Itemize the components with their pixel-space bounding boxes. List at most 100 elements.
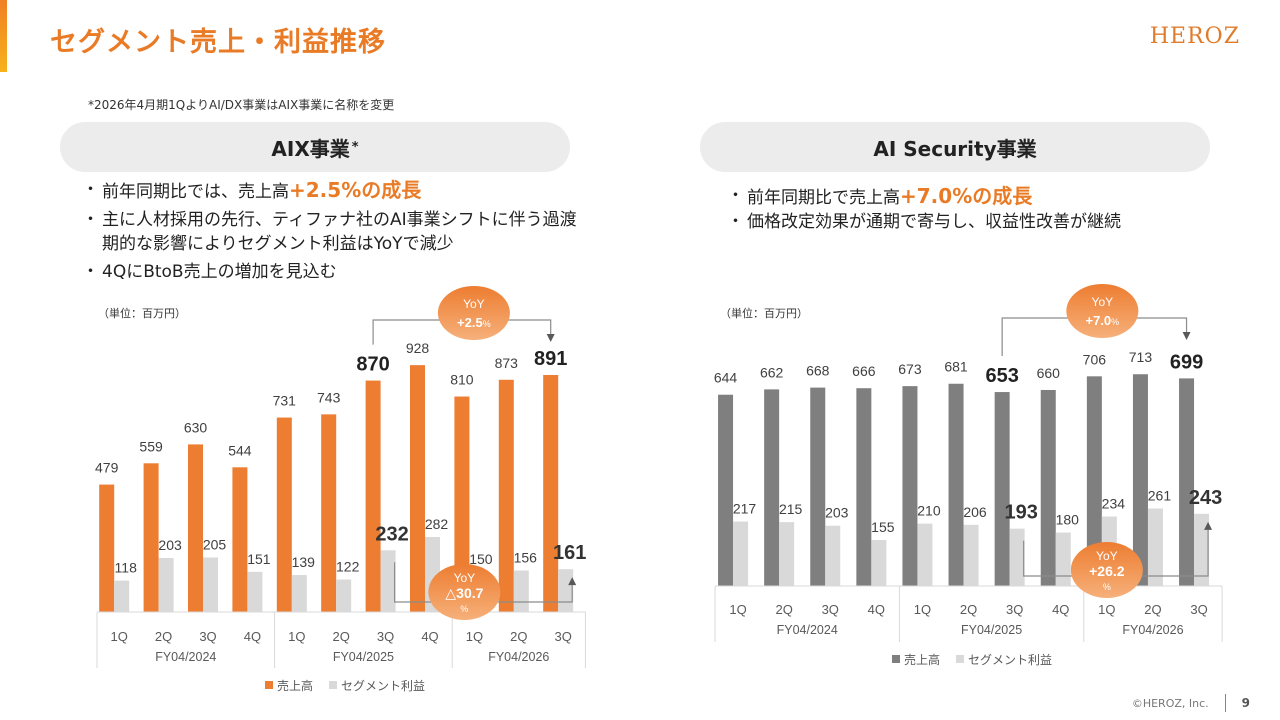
profit-value-label: 261	[1148, 487, 1172, 503]
arrow-head-icon	[1204, 521, 1213, 530]
sales-bar	[718, 394, 734, 586]
yoy-badge-label: YoY	[454, 571, 476, 585]
category-tick-label: 3Q	[555, 629, 572, 644]
category-tick-label: 4Q	[244, 629, 261, 644]
category-tick-label: 3Q	[1190, 602, 1207, 617]
sales-bar	[99, 484, 115, 612]
aix-bullet: 前年同期比では、売上高+2.5%の成長	[82, 178, 582, 204]
profit-value-label: 180	[1056, 512, 1080, 528]
security-bullet: 前年同期比で売上高+7.0%の成長	[727, 184, 1227, 210]
category-tick-label: 4Q	[1052, 602, 1069, 617]
yoy-badge-profit	[1070, 542, 1143, 598]
arrow-head-icon	[546, 334, 555, 342]
legend-swatch-profit	[329, 681, 337, 689]
security-unit-label: （単位：百万円）	[720, 307, 808, 320]
aix-bullets: 前年同期比では、売上高+2.5%の成長 主に人材採用の先行、ティファナ社のAI事…	[82, 178, 582, 288]
sales-value-label: 666	[852, 363, 876, 379]
category-tick-label: 2Q	[155, 629, 172, 644]
sales-bar	[321, 414, 337, 612]
profit-bar	[203, 557, 218, 612]
sales-bar	[948, 383, 964, 586]
profit-value-label: 156	[514, 550, 538, 566]
sales-bar	[856, 388, 872, 586]
security-growth-highlight: +7.0%の成長	[900, 184, 1033, 208]
rename-note: *2026年4月期1QよりAI/DX事業はAIX事業に名称を変更	[88, 98, 395, 112]
yoy-badge-unit: %	[1103, 582, 1111, 592]
sales-bar	[764, 389, 780, 586]
profit-value-label: 161	[553, 542, 586, 564]
profit-value-label: 122	[336, 559, 360, 575]
profit-value-label: 206	[963, 504, 987, 520]
profit-bar	[917, 523, 933, 586]
yoy-badge-unit: %	[460, 604, 468, 614]
sales-bar	[1179, 378, 1195, 586]
profit-value-label: 232	[375, 523, 408, 545]
legend-label-profit: セグメント利益	[968, 653, 1052, 667]
footer: ©HEROZ, Inc. 9	[1132, 694, 1250, 712]
profit-value-label: 243	[1189, 487, 1222, 509]
sales-value-label: 706	[1083, 351, 1107, 367]
fiscal-year-label: FY04/2026	[488, 650, 549, 664]
yoy-badge-label: YoY	[463, 297, 485, 311]
category-tick-label: 3Q	[377, 629, 394, 644]
yoy-badge-sales	[1066, 284, 1139, 338]
category-tick-label: 1Q	[1098, 602, 1115, 617]
profit-bar	[114, 580, 130, 612]
category-tick-label: 1Q	[466, 629, 483, 644]
profit-value-label: 139	[292, 554, 316, 570]
profit-bar	[513, 570, 529, 612]
profit-value-label: 151	[247, 551, 271, 567]
category-tick-label: 3Q	[199, 629, 216, 644]
legend-swatch-sales	[892, 655, 900, 663]
sales-bar	[810, 387, 826, 586]
profit-value-label: 210	[917, 503, 941, 519]
fiscal-year-label: FY04/2024	[155, 650, 216, 664]
accent-bar	[0, 0, 7, 72]
sales-value-label: 928	[406, 340, 430, 356]
yoy-badge-value: +7.0%	[1086, 313, 1120, 328]
sales-bar	[1086, 376, 1102, 586]
sales-value-label: 673	[898, 361, 922, 377]
aix-unit-label: （単位：百万円）	[98, 307, 186, 320]
category-tick-label: 2Q	[960, 602, 977, 617]
category-tick-label: 4Q	[868, 602, 885, 617]
yoy-badge-value: △30.7	[445, 585, 483, 601]
security-bullets: 前年同期比で売上高+7.0%の成長 価格改定効果が通期で寄与し、収益性改善が継続	[727, 184, 1227, 238]
profit-bar	[871, 539, 887, 586]
profit-bar	[1009, 528, 1025, 586]
sales-value-label: 699	[1170, 351, 1203, 373]
sales-bar	[1040, 389, 1056, 586]
sales-value-label: 681	[944, 359, 968, 375]
sales-value-label: 559	[139, 438, 163, 454]
profit-bar	[247, 571, 263, 612]
sales-value-label: 810	[450, 372, 474, 388]
sales-value-label: 873	[495, 355, 519, 371]
profit-bar	[733, 521, 749, 586]
sales-bar	[365, 380, 381, 612]
aix-chart-body: 479 118 559 203 630 205 544 151 731 139 743 122 870 2…	[95, 286, 586, 693]
arrow-head-icon	[568, 577, 577, 586]
yoy-badge-value: +26.2	[1089, 563, 1125, 579]
aix-growth-highlight: +2.5%の成長	[289, 178, 422, 202]
sales-bar	[543, 374, 559, 612]
yoy-badge-value: +2.5%	[457, 315, 491, 330]
sales-bar	[188, 444, 203, 612]
yoy-badge-label: YoY	[1096, 549, 1118, 563]
legend-swatch-profit	[956, 655, 964, 663]
profit-value-label: 193	[1004, 502, 1037, 524]
profit-value-label: 282	[425, 516, 449, 532]
profit-value-label: 203	[158, 537, 182, 553]
category-tick-label: 3Q	[1006, 602, 1023, 617]
security-heading: AI Security事業	[873, 136, 1037, 161]
category-tick-label: 2Q	[1144, 602, 1161, 617]
profit-value-label: 217	[733, 501, 757, 517]
aix-heading: AIX事業	[271, 136, 350, 161]
sales-bar	[498, 379, 514, 612]
category-tick-label: 1Q	[914, 602, 931, 617]
sales-bar	[994, 392, 1010, 586]
profit-value-label: 215	[779, 501, 803, 517]
aix-bullet: 4QにBtoB売上の増加を見込む	[82, 260, 582, 284]
security-chart-body: 644 217 662 215 668 203 666 155 673 210 681 206 653 1…	[714, 284, 1223, 667]
sales-value-label: 544	[228, 442, 252, 458]
yoy-badge-label: YoY	[1092, 295, 1114, 309]
